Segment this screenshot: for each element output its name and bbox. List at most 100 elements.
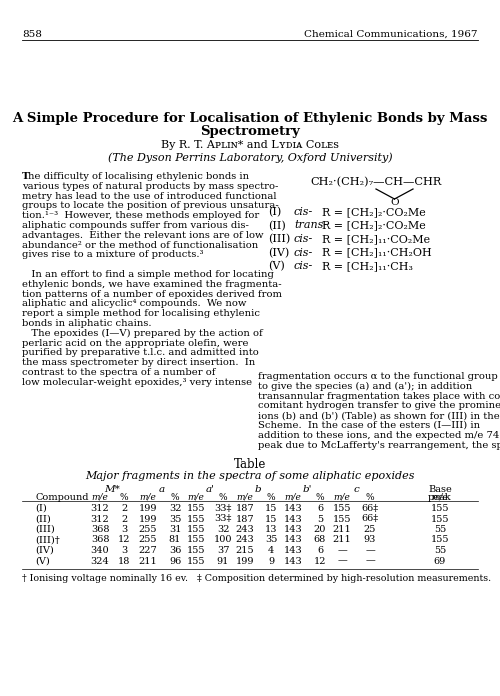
Text: (II): (II)	[268, 221, 286, 231]
Text: %: %	[366, 493, 374, 502]
Text: 31: 31	[169, 525, 181, 534]
Text: 211: 211	[332, 525, 351, 534]
Text: (The Dyson Perrins Laboratory, Oxford University): (The Dyson Perrins Laboratory, Oxford Un…	[108, 152, 393, 163]
Text: 199: 199	[236, 557, 255, 565]
Text: 155: 155	[431, 514, 449, 523]
Text: fragmentation occurs α to the functional group: fragmentation occurs α to the functional…	[258, 372, 498, 381]
Text: aliphatic compounds suffer from various dis-: aliphatic compounds suffer from various …	[22, 221, 249, 230]
Text: 211: 211	[138, 557, 158, 565]
Text: transannular fragmentation takes place with con-: transannular fragmentation takes place w…	[258, 392, 500, 401]
Text: b: b	[254, 485, 262, 494]
Text: Scheme.  In the case of the esters (I—III) in: Scheme. In the case of the esters (I—III…	[258, 421, 480, 430]
Text: 187: 187	[236, 514, 255, 523]
Text: %: %	[218, 493, 228, 502]
Text: 211: 211	[332, 535, 351, 544]
Text: 155: 155	[333, 504, 351, 513]
Text: 2: 2	[121, 514, 127, 523]
Text: O: O	[390, 198, 399, 207]
Text: groups to locate the position of previous unsatura-: groups to locate the position of previou…	[22, 201, 279, 210]
Text: 93: 93	[364, 535, 376, 544]
Text: tion.¹⁻³  However, these methods employed for: tion.¹⁻³ However, these methods employed…	[22, 211, 259, 220]
Text: 368: 368	[91, 525, 109, 534]
Text: 15: 15	[265, 514, 277, 523]
Text: 9: 9	[268, 557, 274, 565]
Text: —: —	[365, 546, 375, 555]
Text: 6: 6	[317, 504, 323, 513]
Text: (II): (II)	[35, 514, 51, 523]
Text: low molecular-weight epoxides,³ very intense: low molecular-weight epoxides,³ very int…	[22, 378, 252, 387]
Text: 243: 243	[236, 525, 255, 534]
Text: 143: 143	[284, 557, 302, 565]
Text: 100: 100	[214, 535, 232, 544]
Text: cis-: cis-	[294, 248, 313, 258]
Text: 55: 55	[434, 525, 446, 534]
Text: 255: 255	[139, 525, 157, 534]
Text: 68: 68	[314, 535, 326, 544]
Text: (I): (I)	[35, 504, 47, 513]
Text: 155: 155	[187, 546, 206, 555]
Text: 312: 312	[90, 504, 110, 513]
Text: abundance² or the method of functionalisation: abundance² or the method of functionalis…	[22, 241, 258, 250]
Text: —: —	[365, 557, 375, 565]
Text: 340: 340	[90, 546, 110, 555]
Text: report a simple method for localising ethylenic: report a simple method for localising et…	[22, 309, 260, 318]
Text: 4: 4	[268, 546, 274, 555]
Text: R = [CH₂]₁₁·CH₂OH: R = [CH₂]₁₁·CH₂OH	[322, 248, 432, 258]
Text: 32: 32	[217, 525, 229, 534]
Text: m/e: m/e	[236, 493, 254, 502]
Text: trans-: trans-	[294, 221, 327, 230]
Text: 155: 155	[431, 504, 449, 513]
Text: 227: 227	[138, 546, 158, 555]
Text: bonds in aliphatic chains.: bonds in aliphatic chains.	[22, 319, 152, 328]
Text: 155: 155	[431, 535, 449, 544]
Text: R = [CH₂]₁₁·CH₃: R = [CH₂]₁₁·CH₃	[322, 261, 413, 271]
Text: —: —	[337, 546, 347, 555]
Text: (IV): (IV)	[35, 546, 54, 555]
Text: 187: 187	[236, 504, 255, 513]
Text: 155: 155	[187, 504, 206, 513]
Text: Compound: Compound	[35, 493, 88, 502]
Text: m/e: m/e	[92, 493, 108, 502]
Text: 199: 199	[139, 514, 157, 523]
Text: In an effort to find a simple method for locating: In an effort to find a simple method for…	[22, 270, 274, 279]
Text: 20: 20	[314, 525, 326, 534]
Text: (III): (III)	[268, 234, 290, 244]
Text: comitant hydrogen transfer to give the prominent: comitant hydrogen transfer to give the p…	[258, 402, 500, 411]
Text: 255: 255	[139, 535, 157, 544]
Text: 155: 155	[187, 525, 206, 534]
Text: (III)†: (III)†	[35, 535, 60, 544]
Text: 3: 3	[121, 525, 127, 534]
Text: a: a	[159, 485, 165, 494]
Text: T: T	[22, 172, 30, 181]
Text: 69: 69	[434, 557, 446, 565]
Text: gives rise to a mixture of products.³: gives rise to a mixture of products.³	[22, 251, 204, 260]
Text: 368: 368	[91, 535, 109, 544]
Text: (IV): (IV)	[268, 248, 289, 258]
Text: Base: Base	[428, 485, 452, 494]
Text: 12: 12	[118, 535, 130, 544]
Text: cis-: cis-	[294, 207, 313, 217]
Text: 15: 15	[265, 504, 277, 513]
Text: 81: 81	[169, 535, 181, 544]
Text: 155: 155	[187, 514, 206, 523]
Text: aliphatic and alicyclic⁴ compounds.  We now: aliphatic and alicyclic⁴ compounds. We n…	[22, 299, 246, 308]
Text: 2: 2	[121, 504, 127, 513]
Text: 6: 6	[317, 546, 323, 555]
Text: 13: 13	[265, 525, 277, 534]
Text: R = [CH₂]₁₁·CO₂Me: R = [CH₂]₁₁·CO₂Me	[322, 234, 430, 244]
Text: ethylenic bonds, we have examined the fragmenta-: ethylenic bonds, we have examined the fr…	[22, 280, 281, 289]
Text: ions (b) and (b') (Table) as shown for (III) in the: ions (b) and (b') (Table) as shown for (…	[258, 411, 500, 420]
Text: —: —	[337, 557, 347, 565]
Text: cis-: cis-	[294, 261, 313, 271]
Text: By R. T. Aᴘʟɪɴ* and Lʏᴅɪᴀ Cᴏʟᴇs: By R. T. Aᴘʟɪɴ* and Lʏᴅɪᴀ Cᴏʟᴇs	[161, 140, 339, 150]
Text: 143: 143	[284, 514, 302, 523]
Text: m/e: m/e	[188, 493, 204, 502]
Text: %: %	[266, 493, 276, 502]
Text: 37: 37	[217, 546, 229, 555]
Text: m/e: m/e	[334, 493, 350, 502]
Text: contrast to the spectra of a number of: contrast to the spectra of a number of	[22, 368, 216, 377]
Text: 143: 143	[284, 535, 302, 544]
Text: 199: 199	[139, 504, 157, 513]
Text: (III): (III)	[35, 525, 55, 534]
Text: R = [CH₂]₂·CO₂Me: R = [CH₂]₂·CO₂Me	[322, 221, 426, 230]
